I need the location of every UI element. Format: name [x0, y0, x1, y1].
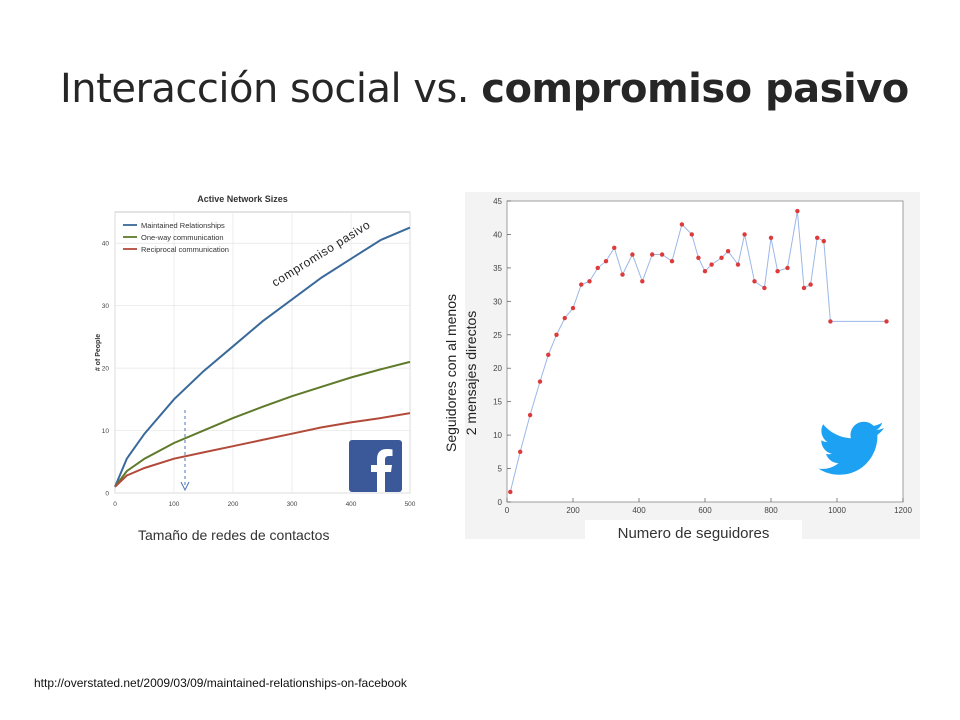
tw-data-point	[725, 248, 731, 254]
tw-data-point	[537, 379, 543, 384]
fb-legend-label-0: Maintained Relationships	[141, 221, 225, 230]
tw-data-point	[709, 262, 714, 267]
fb-x-tick-label: 400	[346, 501, 357, 508]
tw-data-point	[630, 252, 635, 257]
tw-data-point	[815, 235, 820, 240]
tw-data-point	[702, 269, 708, 274]
fb-x-tick-label: 300	[287, 501, 298, 508]
fb-x-tick-label: 100	[169, 501, 180, 508]
tw-data-point	[735, 262, 741, 267]
fb-x-tick-label: 500	[405, 501, 416, 508]
tw-y-tick-label: 5	[498, 465, 503, 474]
twitter-y-caption-line1: Seguidores con al menos	[443, 294, 459, 452]
tw-data-point	[762, 285, 767, 291]
tw-data-point	[546, 352, 551, 358]
tw-data-point	[620, 272, 625, 277]
tw-series-line	[509, 210, 887, 493]
tw-data-point	[696, 255, 701, 261]
tw-data-point	[612, 245, 617, 251]
tw-y-tick-label: 25	[493, 331, 502, 340]
tw-y-tick-label: 10	[493, 431, 502, 440]
fb-y-tick-label: 0	[105, 491, 109, 498]
facebook-chart-x-caption: Tamaño de redes de contactos	[138, 527, 330, 543]
tw-data-point	[527, 412, 533, 418]
tw-data-point	[775, 269, 780, 274]
facebook-logo-icon	[349, 440, 402, 492]
fb-y-tick-label: 30	[102, 303, 110, 310]
tw-x-tick-label: 1200	[894, 506, 912, 515]
tw-x-tick-label: 1000	[828, 506, 846, 515]
tw-data-point	[587, 279, 592, 284]
fb-series-line-2	[114, 412, 411, 488]
tw-y-tick-label: 30	[493, 297, 502, 306]
fb-series-line-1	[114, 360, 411, 488]
tw-data-point	[795, 208, 800, 214]
tw-y-tick-label: 40	[493, 230, 502, 239]
tw-x-tick-label: 800	[764, 506, 778, 515]
tw-data-point	[508, 489, 513, 495]
fb-legend-label-1: One-way communication	[141, 233, 224, 242]
tw-y-tick-label: 45	[493, 197, 502, 206]
tw-data-point	[518, 449, 523, 455]
tw-data-point	[828, 319, 833, 324]
fb-x-tick-label: 200	[228, 501, 239, 508]
slide-title: Interacción social vs. compromiso pasivo	[60, 66, 909, 112]
tw-x-tick-label: 600	[698, 506, 712, 515]
tw-y-tick-label: 35	[493, 264, 502, 273]
tw-data-point	[679, 222, 685, 227]
tw-y-tick-label: 20	[493, 364, 502, 373]
tw-data-point	[785, 265, 790, 271]
tw-data-point	[595, 265, 600, 271]
tw-data-point	[719, 255, 724, 261]
tw-data-point	[562, 315, 567, 321]
fb-x-tick-label: 0	[113, 501, 117, 508]
twitter-y-caption-line2: 2 mensajes directos	[463, 311, 479, 436]
tw-x-tick-label: 0	[505, 506, 510, 515]
tw-data-point	[689, 232, 694, 237]
twitter-bird-icon	[812, 408, 892, 488]
tw-x-tick-label: 400	[632, 506, 646, 515]
tw-data-point	[650, 252, 655, 257]
twitter-chart-y-caption: Seguidores con al menos 2 mensajes direc…	[443, 294, 479, 452]
fb-y-tick-label: 20	[102, 366, 110, 373]
slide-title-bold: compromiso pasivo	[481, 66, 909, 112]
tw-data-point	[821, 238, 826, 244]
twitter-chart-x-caption: Numero de seguidores	[585, 520, 802, 546]
fb-arrow-head	[180, 481, 190, 492]
tw-data-point	[742, 232, 747, 237]
tw-data-point	[752, 279, 757, 284]
tw-data-point	[579, 282, 584, 287]
tw-data-point	[603, 259, 609, 264]
fb-chart-title: Active Network Sizes	[197, 194, 288, 204]
fb-legend-label-2: Reciprocal communication	[141, 245, 229, 254]
tw-data-point	[669, 259, 675, 264]
tw-data-point	[801, 285, 807, 291]
tw-y-tick-label: 0	[498, 498, 503, 507]
source-link[interactable]: http://overstated.net/2009/03/09/maintai…	[34, 676, 407, 690]
tw-y-tick-label: 15	[493, 398, 502, 407]
fb-series-line-0	[114, 226, 411, 488]
fb-y-tick-label: 40	[102, 241, 110, 248]
tw-data-point	[554, 332, 559, 337]
tw-data-point	[659, 252, 665, 257]
slide-title-regular: Interacción social vs.	[60, 66, 482, 112]
fb-y-axis-label: # of People	[95, 334, 102, 371]
tw-data-point	[884, 319, 889, 324]
tw-data-point	[768, 235, 774, 240]
tw-data-point	[570, 305, 576, 311]
facebook-network-chart: 0 100 200 300 400 500 0 10 20 30 40 Active Network …	[95, 190, 425, 515]
tw-data-point	[640, 279, 645, 284]
fb-y-tick-label: 10	[102, 428, 110, 435]
tw-data-point	[808, 282, 813, 287]
tw-x-tick-label: 200	[566, 506, 580, 515]
facebook-chart-svg: 0 100 200 300 400 500 0 10 20 30 40 Active Network …	[95, 194, 416, 508]
